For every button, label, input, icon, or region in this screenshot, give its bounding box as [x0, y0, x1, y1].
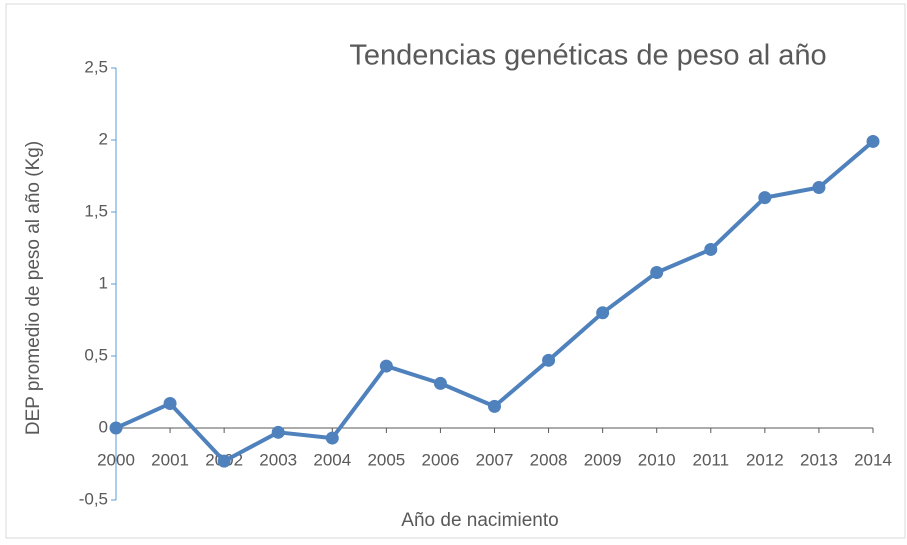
- marker: [379, 359, 393, 373]
- x-tick-label: 2001: [151, 450, 189, 469]
- x-tick-label: 2004: [313, 450, 351, 469]
- marker: [650, 265, 664, 279]
- x-tick-label: 2005: [367, 450, 405, 469]
- x-tick-label: 2006: [422, 450, 460, 469]
- y-tick-label: 1: [99, 273, 108, 292]
- y-tick-label: -0,5: [79, 489, 108, 508]
- y-tick-label: 2: [99, 129, 108, 148]
- y-axis-label: DEP promedio de peso al año (Kg): [23, 141, 44, 435]
- marker: [433, 376, 447, 390]
- x-axis-label: Año de nacimiento: [401, 510, 558, 531]
- marker: [758, 191, 772, 205]
- x-tick-label: 2007: [476, 450, 514, 469]
- marker: [217, 454, 231, 468]
- y-tick-label: 1,5: [84, 201, 108, 220]
- x-tick-label: 2014: [854, 450, 892, 469]
- x-tick-label: 2011: [693, 450, 730, 469]
- chart-title: Tendencias genéticas de peso al año: [349, 40, 826, 72]
- x-tick-label: 2000: [97, 450, 135, 469]
- y-tick-label: 0: [99, 417, 108, 436]
- marker: [542, 353, 556, 367]
- x-tick-label: 2009: [584, 450, 622, 469]
- x-tick-label: 2013: [800, 450, 838, 469]
- marker: [866, 134, 880, 148]
- marker: [704, 242, 718, 256]
- marker: [109, 421, 123, 435]
- chart-border: [5, 3, 906, 539]
- x-tick-label: 2010: [638, 450, 676, 469]
- marker: [271, 425, 285, 439]
- marker: [596, 306, 610, 320]
- y-tick-label: 0,5: [84, 345, 108, 364]
- y-tick-label: 2,5: [84, 57, 108, 76]
- marker: [812, 181, 826, 195]
- x-tick-label: 2003: [259, 450, 297, 469]
- x-tick-label: 2008: [530, 450, 568, 469]
- marker: [488, 399, 501, 413]
- x-tick-label: 2012: [746, 450, 784, 469]
- marker: [163, 397, 177, 411]
- marker: [325, 431, 339, 445]
